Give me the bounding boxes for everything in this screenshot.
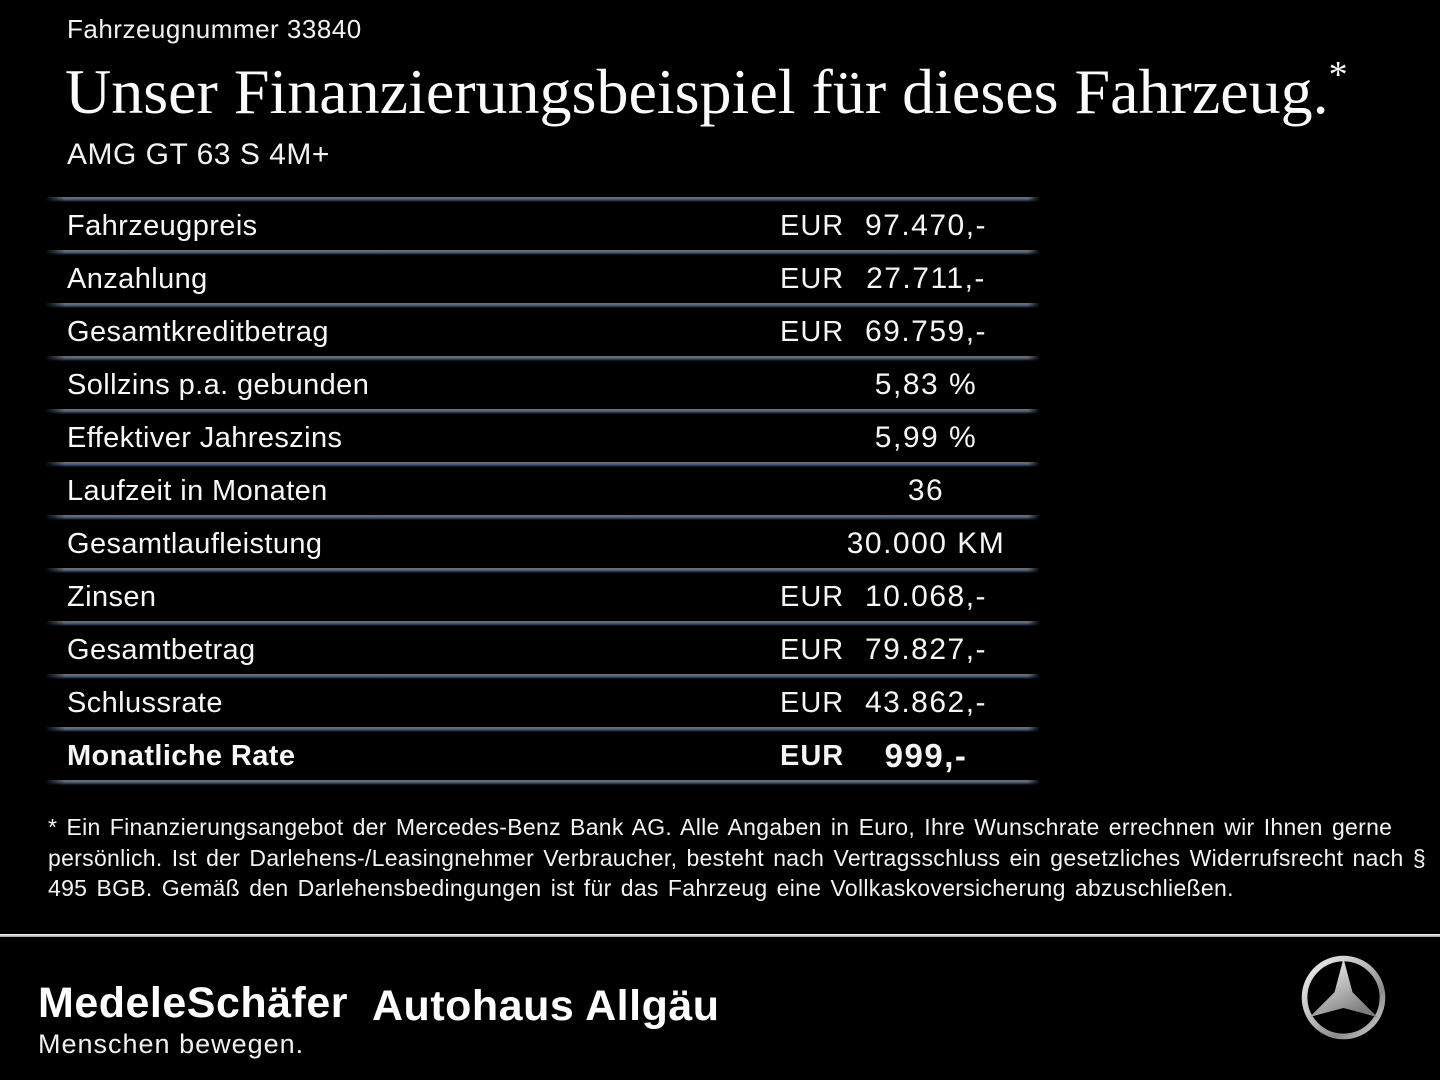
mercedes-star-icon <box>1296 950 1391 1045</box>
row-value: EUR 79.827,- <box>780 633 1040 667</box>
table-row: Schlussrate EUR 43.862,- <box>45 679 1040 727</box>
amount-value: 10.068,- <box>864 580 988 613</box>
amount-value: 43.862,- <box>864 686 988 719</box>
row-divider <box>45 780 1040 785</box>
row-label: Schlussrate <box>67 686 223 719</box>
financing-table: Fahrzeugpreis EUR 97.470,- Anzahlung EUR 2… <box>45 197 1040 785</box>
table-row: Gesamtbetrag EUR 79.827,- <box>45 626 1040 674</box>
row-value: EUR 999,- <box>780 737 1040 775</box>
table-row: Anzahlung EUR 27.711,- <box>45 255 1040 303</box>
row-divider <box>45 674 1040 679</box>
row-label: Gesamtbetrag <box>67 633 256 666</box>
row-label: Laufzeit in Monaten <box>67 474 328 507</box>
row-value: EUR 43.862,- <box>780 686 1040 720</box>
row-label: Effektiver Jahreszins <box>67 421 343 454</box>
row-divider <box>45 462 1040 467</box>
currency-label: EUR <box>780 580 845 613</box>
currency-label: EUR <box>780 262 845 295</box>
row-label: Gesamtkreditbetrag <box>67 315 329 348</box>
header: Fahrzeugnummer 33840 Unser Finanzierungs… <box>65 14 1407 172</box>
amount-value: 69.759,- <box>864 315 988 348</box>
row-divider <box>45 250 1040 255</box>
row-divider <box>45 621 1040 626</box>
row-label: Fahrzeugpreis <box>67 209 258 242</box>
row-value: EUR 27.711,- <box>780 262 1040 296</box>
row-divider <box>45 727 1040 732</box>
row-label: Monatliche Rate <box>67 739 296 772</box>
currency-label: EUR <box>780 739 845 772</box>
table-row-monthly-rate: Monatliche Rate EUR 999,- <box>45 732 1040 780</box>
footnote-marker: * <box>1328 54 1348 96</box>
row-divider <box>45 568 1040 573</box>
row-label: Gesamtlaufleistung <box>67 527 323 560</box>
currency-label: EUR <box>780 315 845 348</box>
dealer-logo-autohaus-allgaeu: Autohaus Allgäu <box>372 982 720 1030</box>
legal-footnote: * Ein Finanzierungsangebot der Mercedes-… <box>48 814 1426 901</box>
amount-value: 36 <box>907 474 945 507</box>
amount-value: 5,83 % <box>874 368 978 401</box>
currency-label: EUR <box>780 209 845 242</box>
page-title-text: Unser Finanzierungsbeispiel für dieses F… <box>65 56 1329 127</box>
footer: MedeleSchäfer Menschen bewegen. Autohaus… <box>0 937 1440 1080</box>
table-row: Fahrzeugpreis EUR 97.470,- <box>45 202 1040 250</box>
table-row: Gesamtlaufleistung 30.000 KM <box>45 520 1040 568</box>
amount-value: 79.827,- <box>864 633 988 666</box>
currency-label: EUR <box>780 633 845 666</box>
row-divider <box>45 356 1040 361</box>
table-row: Laufzeit in Monaten 36 <box>45 467 1040 515</box>
dealer-logo-medele-schaefer: MedeleSchäfer <box>38 979 349 1027</box>
page-title: Unser Finanzierungsbeispiel für dieses F… <box>65 54 1407 127</box>
amount-value: 97.470,- <box>864 209 988 242</box>
amount-value: 999,- <box>884 737 968 774</box>
row-divider <box>45 409 1040 414</box>
table-row: Zinsen EUR 10.068,- <box>45 573 1040 621</box>
row-value: 30.000 KM <box>780 527 1040 561</box>
amount-value: 5,99 % <box>874 421 978 454</box>
row-value: EUR 69.759,- <box>780 315 1040 349</box>
row-value: EUR 97.470,- <box>780 209 1040 243</box>
table-row: Sollzins p.a. gebunden 5,83 % <box>45 361 1040 409</box>
vehicle-model: AMG GT 63 S 4M+ <box>67 138 330 172</box>
row-label: Anzahlung <box>67 262 208 295</box>
row-value: 5,83 % <box>780 368 1040 402</box>
row-label: Sollzins p.a. gebunden <box>67 368 370 401</box>
amount-value: 30.000 KM <box>846 527 1006 560</box>
row-value: EUR 10.068,- <box>780 580 1040 614</box>
currency-label: EUR <box>780 686 845 719</box>
footer-divider <box>0 934 1440 937</box>
row-divider <box>45 197 1040 202</box>
amount-value: 27.711,- <box>866 262 986 295</box>
table-row: Gesamtkreditbetrag EUR 69.759,- <box>45 308 1040 356</box>
row-label: Zinsen <box>67 580 157 613</box>
vehicle-number: Fahrzeugnummer 33840 <box>67 14 362 44</box>
table-row: Effektiver Jahreszins 5,99 % <box>45 414 1040 462</box>
row-value: 36 <box>780 474 1040 508</box>
dealer-tagline: Menschen bewegen. <box>38 1029 305 1059</box>
row-divider <box>45 303 1040 308</box>
row-value: 5,99 % <box>780 421 1040 455</box>
row-divider <box>45 515 1040 520</box>
